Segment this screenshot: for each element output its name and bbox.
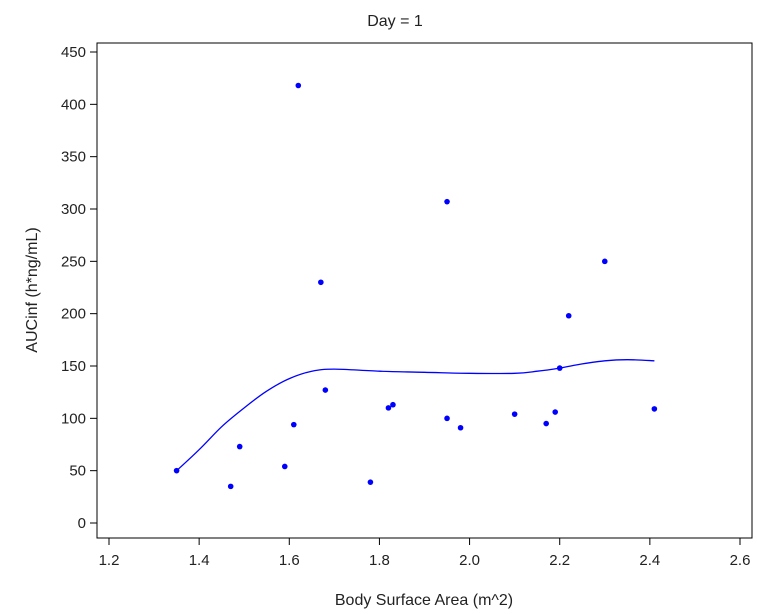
data-point xyxy=(322,387,329,393)
data-point xyxy=(556,365,563,371)
y-tick-label: 250 xyxy=(61,253,86,270)
data-point xyxy=(236,443,243,450)
x-tick-label: 2.6 xyxy=(730,552,751,569)
y-tick-label: 200 xyxy=(61,306,86,323)
x-tick-label: 1.6 xyxy=(279,552,300,569)
data-point xyxy=(444,415,450,422)
chart-title: Day = 1 xyxy=(367,13,423,30)
x-axis-title: Body Surface Area (m^2) xyxy=(335,592,513,609)
y-tick-label: 100 xyxy=(61,410,86,427)
y-axis: 0 50 100 150 200 250 300 350 400 450 xyxy=(61,44,97,532)
y-tick-label: 150 xyxy=(61,358,86,375)
data-point xyxy=(318,279,324,286)
data-point xyxy=(173,467,180,474)
data-point xyxy=(565,312,572,319)
y-tick-label: 450 xyxy=(61,44,86,61)
data-point xyxy=(281,463,288,470)
y-tick-label: 50 xyxy=(69,463,86,480)
data-point xyxy=(552,409,559,415)
plot-frame xyxy=(96,42,753,539)
data-point xyxy=(651,406,658,412)
y-tick-label: 400 xyxy=(61,96,86,113)
y-tick-label: 0 xyxy=(78,515,86,532)
x-tick-label: 2.0 xyxy=(459,552,480,569)
y-tick-label: 350 xyxy=(61,149,86,166)
x-tick-label: 2.4 xyxy=(639,552,660,569)
y-tick-label: 300 xyxy=(61,201,86,218)
x-tick-label: 1.8 xyxy=(369,552,390,569)
x-tick-label: 1.4 xyxy=(189,552,210,569)
data-point xyxy=(601,258,608,265)
x-tick-label: 2.2 xyxy=(549,552,570,569)
x-tick-label: 1.2 xyxy=(99,552,120,569)
data-point xyxy=(457,424,464,431)
data-point xyxy=(295,82,302,89)
y-axis-title: AUCinf (h*ng/mL) xyxy=(24,227,41,352)
data-point xyxy=(444,198,450,205)
data-point xyxy=(543,420,549,427)
x-axis: 1.2 1.4 1.6 1.8 2.0 2.2 2.4 2.6 xyxy=(99,538,751,569)
data-point xyxy=(367,479,374,485)
data-point xyxy=(511,411,518,417)
data-point xyxy=(227,483,234,490)
data-point xyxy=(290,421,297,428)
data-point xyxy=(390,401,396,408)
data-points xyxy=(173,82,658,490)
smooth-fit-line xyxy=(176,359,655,472)
data-point xyxy=(385,405,392,411)
